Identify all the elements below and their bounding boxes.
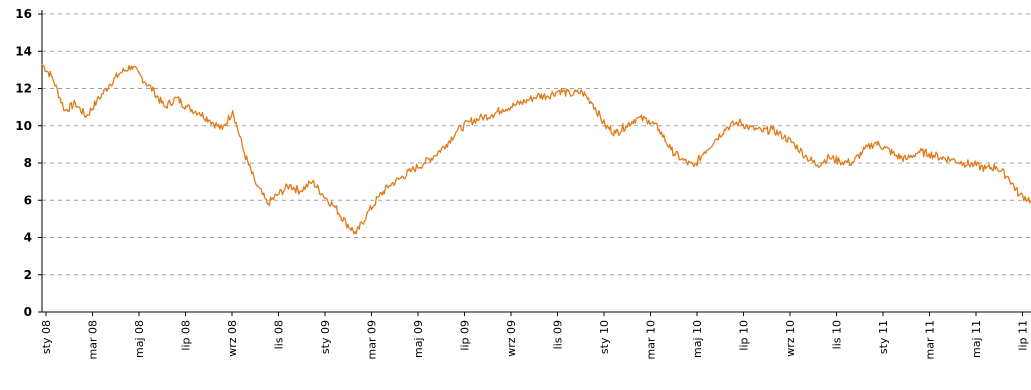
y-tick-label: 2	[24, 268, 32, 282]
y-tick-label: 10	[15, 119, 32, 133]
y-tick-label: 16	[15, 7, 32, 21]
x-tick-label: wrz 09	[505, 320, 518, 357]
x-tick-label: lis 09	[552, 320, 565, 349]
x-tick-label: mar 08	[87, 320, 100, 359]
y-tick-label: 4	[24, 231, 32, 245]
y-tick-label: 14	[15, 44, 32, 58]
x-axis: sty 08 mar 08 maj 08 lip 08 wrz 08 lis 08 sty …	[40, 311, 1031, 359]
x-tick-label: maj 08	[133, 320, 146, 358]
series-line	[41, 63, 1031, 235]
y-tick-label: 6	[24, 193, 32, 207]
x-tick-label: maj 11	[970, 320, 983, 358]
x-tick-label: lip 09	[459, 320, 472, 351]
x-tick-label: mar 11	[924, 320, 937, 359]
x-tick-label: sty 10	[598, 320, 611, 354]
x-tick-label: lis 10	[831, 320, 844, 349]
x-tick-label: wrz 08	[226, 320, 239, 357]
x-tick-label: lip 11	[1017, 320, 1030, 351]
x-tick-label: lis 08	[273, 320, 286, 349]
gridlines	[42, 13, 1031, 276]
x-tick-label: maj 10	[691, 320, 704, 358]
x-tick-label: maj 09	[412, 320, 425, 358]
x-tick-label: sty 08	[40, 320, 53, 354]
series-layer	[41, 63, 1031, 235]
y-tick-label: 8	[24, 156, 32, 170]
x-tick-label: mar 10	[645, 320, 658, 359]
x-tick-label: sty 11	[877, 320, 890, 354]
x-tick-label: wrz 10	[784, 320, 797, 357]
x-tick-label: lip 08	[180, 320, 193, 351]
y-axis: 0 2 4 6 8 10 12 14 16	[15, 7, 43, 319]
y-tick-label: 0	[24, 305, 32, 319]
x-tick-label: sty 09	[319, 320, 332, 354]
y-tick-label: 12	[15, 82, 32, 96]
x-tick-label: mar 09	[366, 320, 379, 359]
x-tick-label: lip 10	[738, 320, 751, 351]
